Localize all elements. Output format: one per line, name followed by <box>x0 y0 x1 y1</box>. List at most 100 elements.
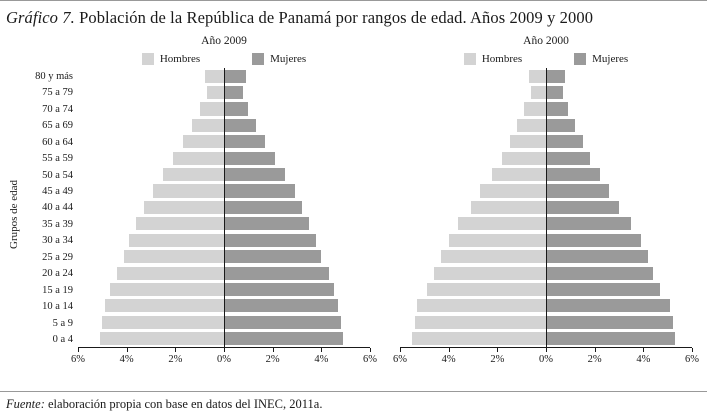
row-right-half <box>224 84 370 100</box>
bar-hombres <box>163 168 224 182</box>
bar-mujeres <box>546 69 566 83</box>
x-tick-label: 2% <box>588 348 602 365</box>
pyramid-plot-2009 <box>78 68 370 348</box>
pyramid-row <box>400 199 692 215</box>
age-group-label: 20 a 24 <box>42 268 73 280</box>
bar-hombres <box>204 69 224 83</box>
pyramid-row <box>78 84 370 100</box>
bar-hombres <box>153 184 224 198</box>
row-right-half <box>224 150 370 166</box>
bar-hombres <box>143 200 224 215</box>
bar-hombres <box>199 102 224 116</box>
bar-mujeres <box>224 332 344 346</box>
bar-hombres <box>172 151 224 165</box>
row-left-half <box>78 84 224 100</box>
bar-hombres <box>531 86 546 100</box>
legend-label-hombres: Hombres <box>481 52 523 65</box>
x-tick-label: 4% <box>314 348 328 365</box>
row-right-half <box>546 298 692 314</box>
bar-mujeres <box>224 135 266 149</box>
row-left-half <box>400 298 546 314</box>
x-tick-label: 0% <box>539 348 553 365</box>
center-axis-line <box>546 68 547 347</box>
bar-mujeres <box>224 217 310 231</box>
row-right-half <box>546 232 692 248</box>
source-note: Fuente: elaboración propia con base en d… <box>0 392 707 420</box>
bar-hombres <box>102 315 224 329</box>
age-group-label: 15 a 19 <box>42 284 73 296</box>
bar-hombres <box>434 266 546 280</box>
row-right-half <box>224 298 370 314</box>
row-left-half <box>78 199 224 215</box>
x-axis-2009: 6% 4% 2% 0% 2% 4% 6% <box>71 348 377 368</box>
pyramid-row <box>400 166 692 182</box>
row-left-half <box>400 265 546 281</box>
bar-mujeres <box>546 168 600 182</box>
row-right-half <box>546 117 692 133</box>
pyramid-row <box>78 314 370 330</box>
pyramid-plot-2000 <box>400 68 692 348</box>
bar-mujeres <box>546 135 583 149</box>
bar-mujeres <box>546 332 675 346</box>
bar-hombres <box>509 135 546 149</box>
bar-mujeres <box>224 315 341 329</box>
bar-hombres <box>136 217 224 231</box>
row-left-half <box>78 298 224 314</box>
row-right-half <box>224 199 370 215</box>
x-tick-label: 0% <box>217 348 231 365</box>
row-left-half <box>400 101 546 117</box>
pyramid-row <box>400 314 692 330</box>
x-axis-ticks-2009: 6% 4% 2% 0% 2% 4% 6% <box>71 348 377 368</box>
row-left-half <box>400 117 546 133</box>
bar-mujeres <box>546 315 673 329</box>
bar-hombres <box>99 332 224 346</box>
pyramid-row <box>400 84 692 100</box>
bar-mujeres <box>224 282 334 297</box>
row-right-half <box>224 265 370 281</box>
bar-hombres <box>116 266 224 280</box>
x-tick-label: 6% <box>71 348 85 365</box>
row-right-half <box>546 101 692 117</box>
panel-2000: Año 2000 Hombres Mujeres <box>393 34 699 368</box>
bar-mujeres <box>224 200 302 215</box>
source-note-prefix: Fuente: <box>6 397 45 411</box>
age-group-label: 70 a 74 <box>42 103 73 115</box>
pyramid-row <box>78 68 370 84</box>
legend-swatch-hombres <box>141 52 154 65</box>
x-tick-label: 6% <box>685 348 699 365</box>
bar-hombres <box>426 282 546 297</box>
age-group-label: 80 y más <box>35 70 73 82</box>
row-right-half <box>546 265 692 281</box>
bar-hombres <box>192 118 224 132</box>
bar-mujeres <box>224 86 244 100</box>
bar-mujeres <box>546 151 590 165</box>
bar-hombres <box>470 200 546 215</box>
row-right-half <box>224 281 370 297</box>
bar-hombres <box>441 250 546 264</box>
row-left-half <box>78 101 224 117</box>
row-right-half <box>546 166 692 182</box>
bottom-rule <box>0 391 707 392</box>
row-right-half <box>224 134 370 150</box>
row-left-half <box>78 134 224 150</box>
bar-mujeres <box>224 118 256 132</box>
pyramid-row <box>400 331 692 347</box>
bar-mujeres <box>546 184 610 198</box>
age-group-label: 50 a 54 <box>42 169 73 181</box>
bar-mujeres <box>224 250 322 264</box>
x-tick-label: 6% <box>363 348 377 365</box>
panel-2009-header: Año 2009 Hombres Mujeres <box>78 34 370 68</box>
x-tick-label: 4% <box>442 348 456 365</box>
bar-mujeres <box>546 299 671 313</box>
age-group-label: 55 a 59 <box>42 153 73 165</box>
pyramid-row <box>78 232 370 248</box>
bar-hombres <box>417 299 546 313</box>
row-right-half <box>224 232 370 248</box>
row-left-half <box>78 265 224 281</box>
pyramid-row <box>78 134 370 150</box>
panel-2000-title: Año 2000 <box>523 35 569 47</box>
bar-mujeres <box>546 266 654 280</box>
pyramid-row <box>400 134 692 150</box>
row-left-half <box>400 314 546 330</box>
